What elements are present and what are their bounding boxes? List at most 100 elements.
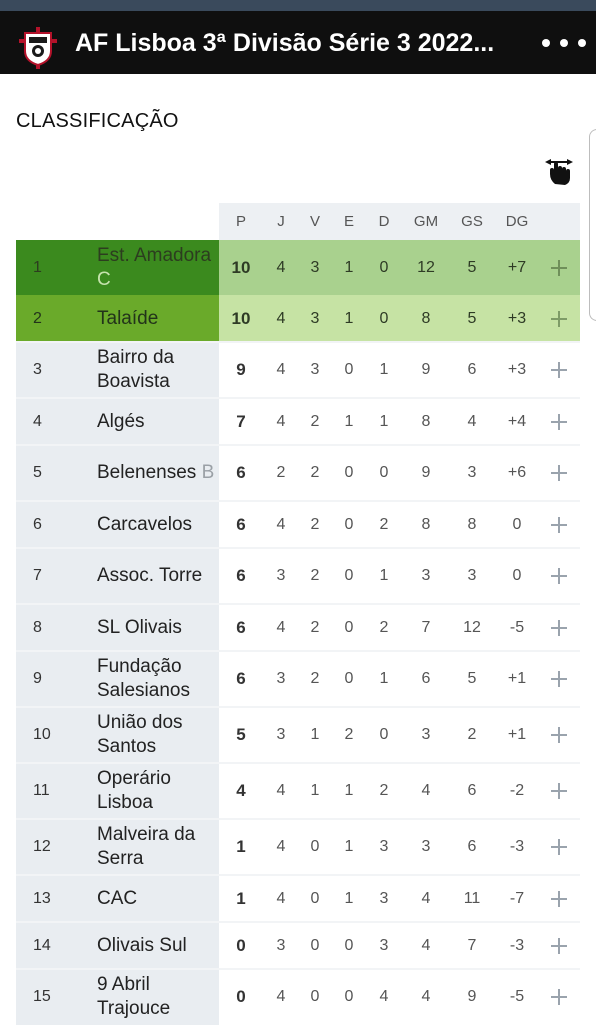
team-name[interactable]: Malveira da Serra [97,823,215,871]
team-cell [16,398,219,445]
table-row[interactable]: 5 Belenenses B 6 2 2 0 0 9 3 +6 [16,445,580,501]
team-name[interactable]: Carcavelos [97,513,215,537]
stat-p: 1 [236,888,246,908]
stat-gs: 5 [467,670,477,687]
team-name[interactable]: SL Olivais [97,616,215,640]
expand-plus-icon[interactable] [551,413,567,430]
expand-plus-icon[interactable] [551,516,567,533]
table-row[interactable]: 12 Malveira da Serra 1 4 0 1 3 3 6 -3 [16,819,580,875]
expand-plus-icon[interactable] [551,362,567,378]
stat-v: 2 [310,464,320,481]
table-row[interactable]: 2 Talaíde 10 4 3 1 0 8 5 +3 [16,295,580,342]
team-name[interactable]: Fundação Salesianos [97,655,215,703]
row-divider [16,874,580,876]
table-row[interactable]: 8 SL Olivais 6 4 2 0 2 7 12 -5 [16,604,580,651]
stat-j: 4 [276,889,286,907]
rank-position: 6 [33,515,42,533]
rank-position: 15 [33,988,51,1005]
team-cell [16,342,219,398]
stat-d: 1 [379,567,389,584]
team-name-text: Talaíde [97,307,159,329]
team-name[interactable]: 9 Abril Trajouce [97,973,215,1021]
expand-plus-icon[interactable] [551,890,567,907]
team-name[interactable]: Bairro da Boavista [97,346,215,394]
stat-gm: 8 [421,412,431,430]
expand-plus-icon[interactable] [551,989,567,1005]
table-row[interactable]: 9 Fundação Salesianos 6 3 2 0 1 6 5 +1 [16,651,580,707]
team-name-text: 9 Abril Trajouce [97,974,171,1019]
col-header-gs: GS [461,213,483,230]
stat-p: 10 [231,257,251,277]
team-cell [16,922,219,969]
expand-plus-icon[interactable] [551,465,567,481]
stat-p: 6 [236,463,246,482]
more-options-icon[interactable] [542,28,586,58]
stat-gs: 5 [467,309,477,327]
stat-dg: -5 [509,988,525,1005]
expand-plus-icon[interactable] [551,937,567,954]
team-name[interactable]: Algés [97,410,215,434]
table-row[interactable]: 4 Algés 7 4 2 1 1 8 4 +4 [16,398,580,445]
team-cell [16,651,219,707]
stat-dg: -2 [509,782,525,799]
expand-plus-icon[interactable] [551,783,567,799]
stat-gm: 12 [417,258,435,276]
team-name[interactable]: Belenenses B [97,461,215,485]
stat-e: 0 [344,936,354,954]
col-header-gm: GM [413,213,439,230]
table-row[interactable]: 14 Olivais Sul 0 3 0 0 3 4 7 -3 [16,922,580,969]
row-divider [16,762,580,764]
stat-e: 0 [344,670,354,687]
club-crest-icon[interactable] [19,27,57,69]
table-row[interactable]: 15 9 Abril Trajouce 0 4 0 0 4 4 9 -5 [16,969,580,1025]
expand-plus-icon[interactable] [551,310,567,327]
team-name[interactable]: Assoc. Torre [97,564,215,588]
table-row[interactable]: 1 Est. Amadora C 10 4 3 1 0 12 5 +7 [16,240,580,295]
stat-d: 0 [379,258,389,276]
stat-gs: 12 [463,618,481,636]
stat-v: 0 [310,936,320,954]
team-name[interactable]: Est. Amadora C [97,244,215,292]
team-name[interactable]: Talaíde [97,307,215,331]
stat-v: 2 [310,515,320,533]
stat-e: 1 [344,258,354,276]
expand-plus-icon[interactable] [551,619,567,636]
team-suffix: C [97,268,111,290]
team-name[interactable]: União dos Santos [97,711,215,759]
table-row[interactable]: 11 Operário Lisboa 4 4 1 1 2 4 6 -2 [16,763,580,819]
team-name[interactable]: Operário Lisboa [97,767,215,815]
team-name[interactable]: Olivais Sul [97,934,215,958]
col-header-v: V [309,213,320,230]
team-cell [16,969,219,1025]
table-row[interactable]: 10 União dos Santos 5 3 1 2 0 3 2 +1 [16,707,580,763]
table-row[interactable]: 7 Assoc. Torre 6 3 2 0 1 3 3 0 [16,548,580,604]
table-row[interactable]: 6 Carcavelos 6 4 2 0 2 8 8 0 [16,501,580,548]
expand-plus-icon[interactable] [551,839,567,855]
stat-p: 6 [236,514,246,534]
stat-v: 0 [310,889,320,907]
stat-v: 2 [310,567,320,584]
stat-dg: -3 [509,838,525,855]
expand-plus-icon[interactable] [551,568,567,584]
stat-p: 0 [236,935,246,955]
stat-p: 6 [236,669,246,688]
team-name[interactable]: CAC [97,887,215,911]
stat-j: 4 [276,309,286,327]
expand-plus-icon[interactable] [551,671,567,687]
row-divider [16,921,580,923]
stat-j: 3 [276,670,286,687]
stat-d: 2 [379,618,389,636]
stat-gm: 3 [421,838,431,855]
stat-v: 3 [310,361,320,378]
rank-position: 13 [33,889,51,907]
stat-d: 2 [379,782,389,799]
stat-gs: 6 [467,838,477,855]
table-row[interactable]: 3 Bairro da Boavista 9 4 3 0 1 9 6 +3 [16,342,580,398]
side-panel-handle[interactable] [589,129,596,321]
table-row[interactable]: 13 CAC 1 4 0 1 3 4 11 -7 [16,875,580,922]
expand-plus-icon[interactable] [551,259,567,276]
expand-plus-icon[interactable] [551,727,567,743]
stat-v: 0 [310,988,320,1005]
rank-position: 2 [33,309,42,327]
rank-position: 12 [33,838,51,855]
